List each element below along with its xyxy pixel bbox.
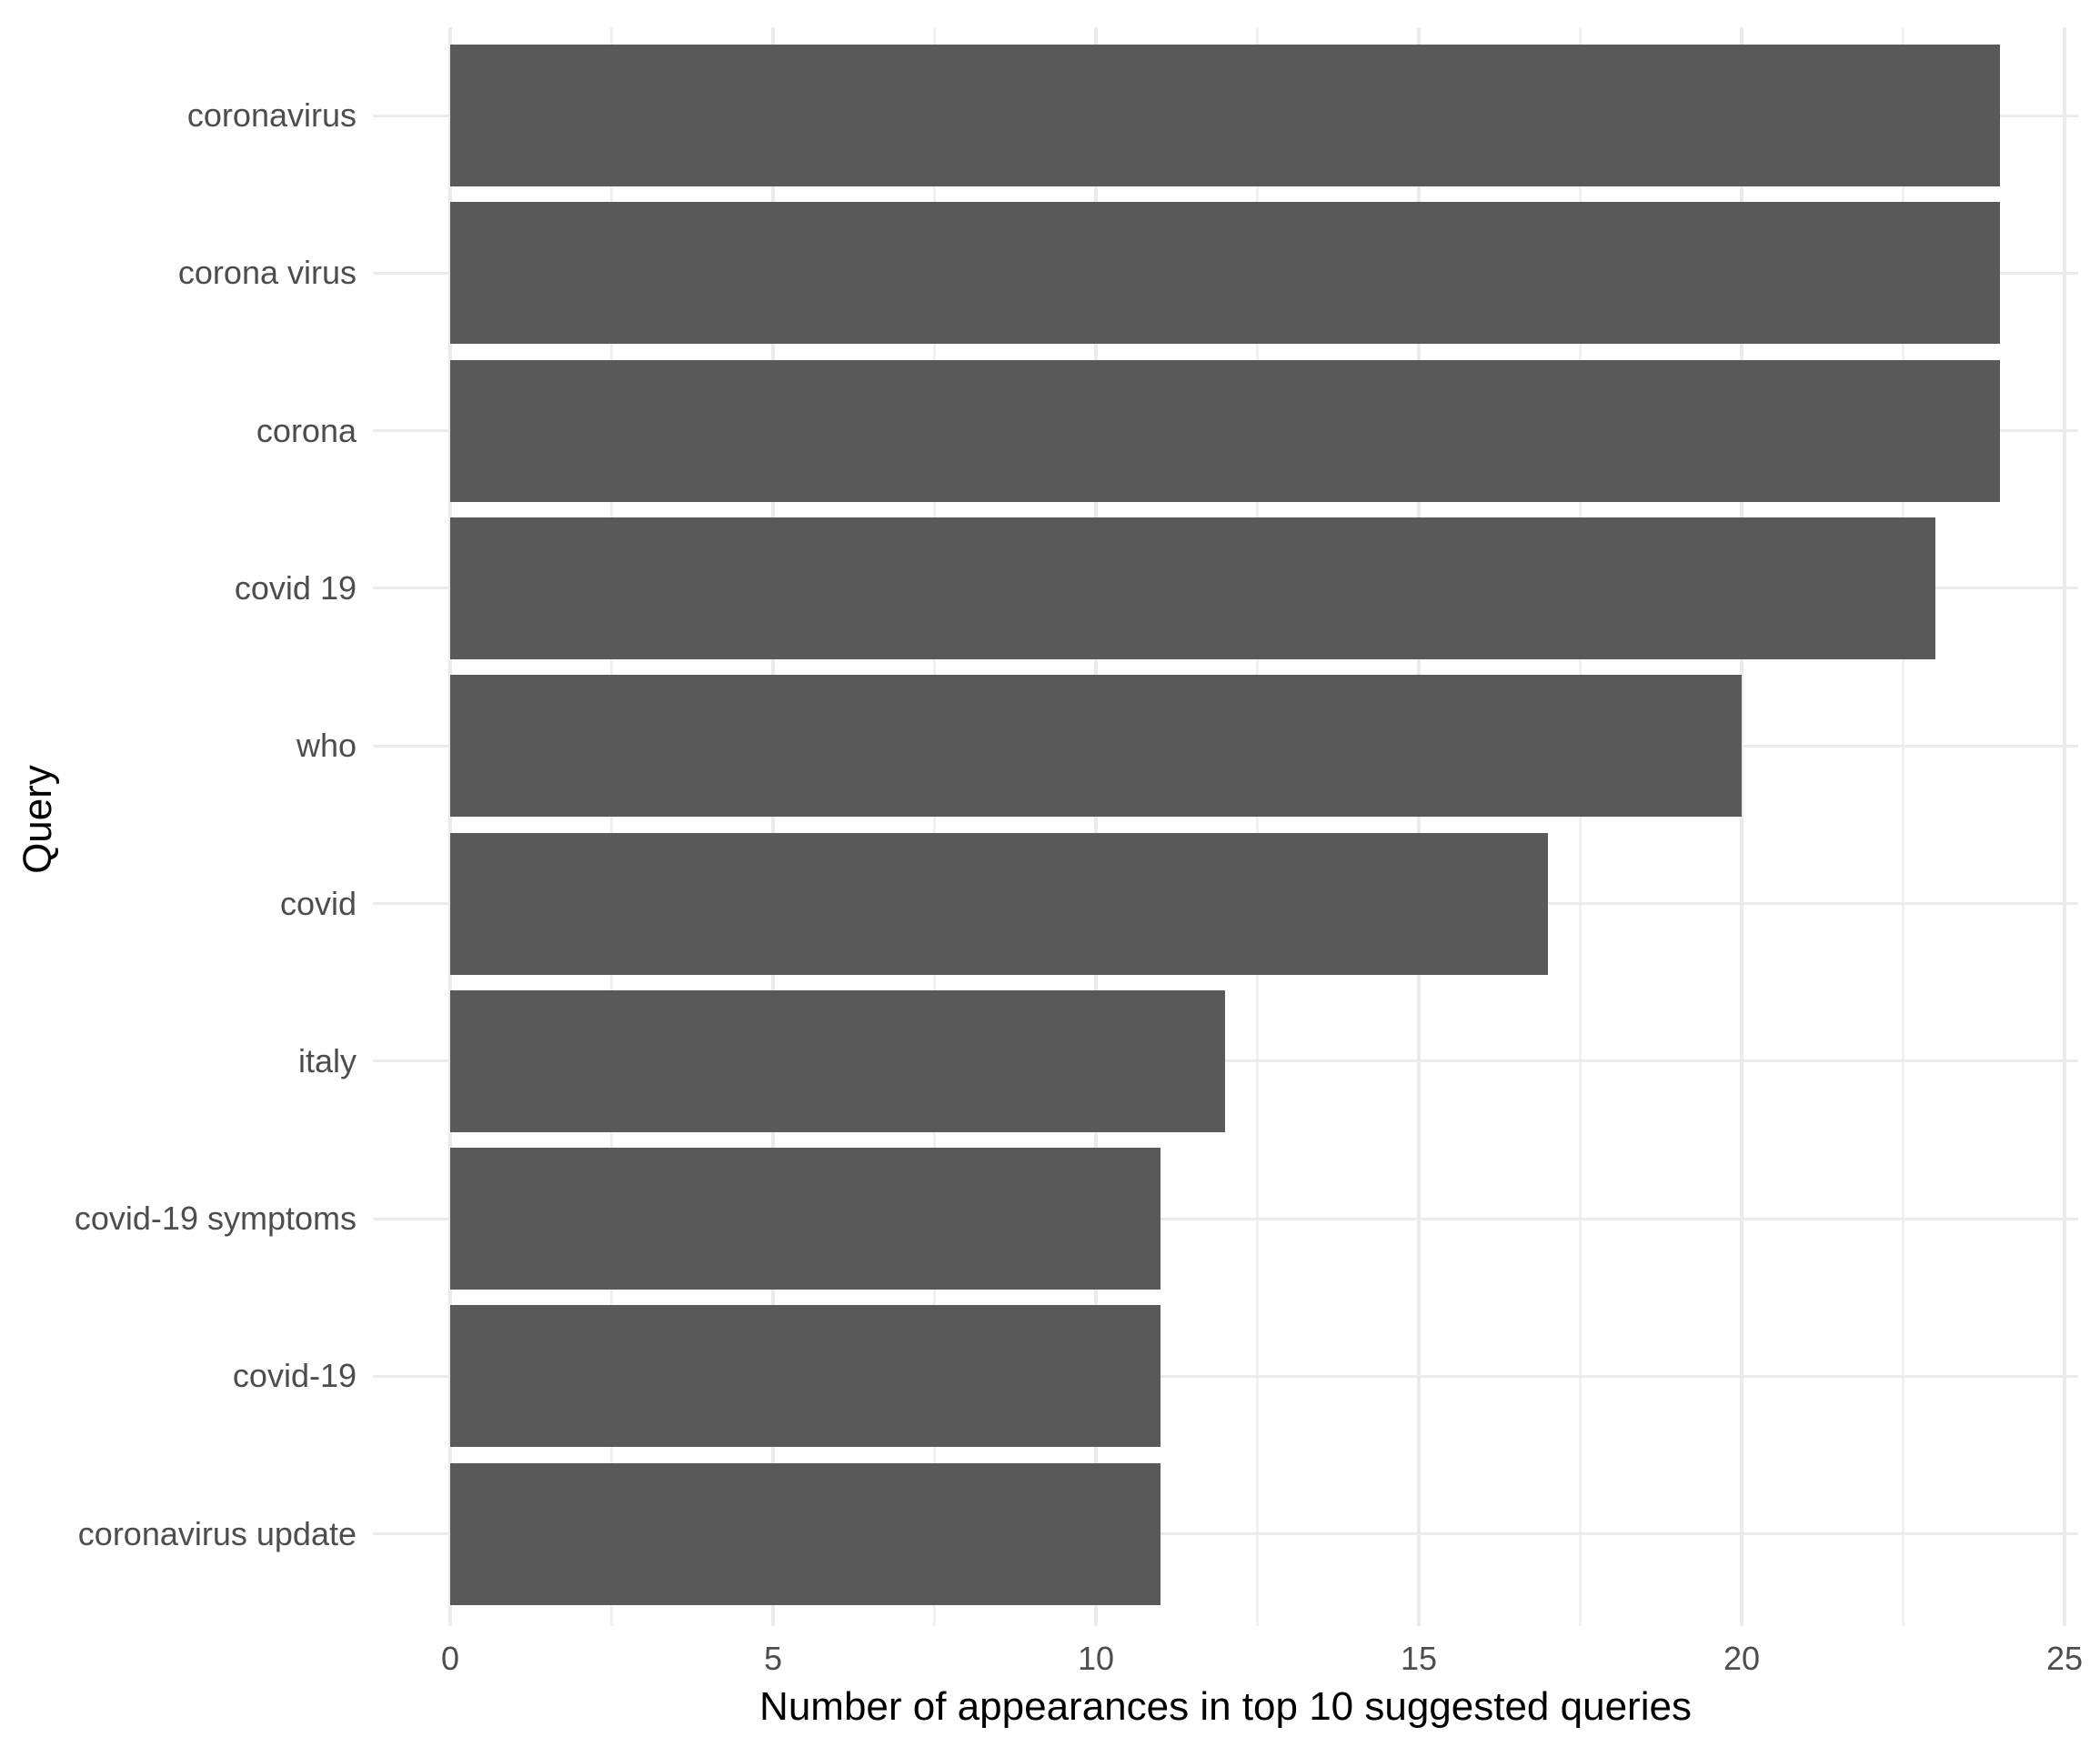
major-gridline bbox=[448, 27, 452, 1626]
bar bbox=[450, 359, 2000, 502]
category-gridline bbox=[373, 1532, 2078, 1536]
major-gridline bbox=[771, 27, 775, 1626]
x-tick-label: 25 bbox=[2045, 1640, 2084, 1677]
category-label: covid-19 bbox=[232, 1357, 357, 1395]
y-axis-title-text: Query bbox=[15, 765, 60, 874]
category-label: coronavirus bbox=[186, 96, 357, 134]
x-tick-label: 0 bbox=[440, 1640, 460, 1677]
category-label: covid-19 symptoms bbox=[74, 1200, 357, 1238]
bar bbox=[450, 675, 1742, 818]
category-label: covid bbox=[279, 884, 357, 922]
category-label: covid 19 bbox=[234, 568, 357, 607]
bar bbox=[450, 1462, 1161, 1605]
bar bbox=[450, 202, 2000, 345]
minor-gridline bbox=[610, 27, 613, 1626]
category-label: who bbox=[296, 727, 357, 765]
minor-gridline bbox=[933, 27, 936, 1626]
major-gridline bbox=[1417, 27, 1421, 1626]
x-axis-title: Number of appearances in top 10 suggeste… bbox=[759, 1684, 1692, 1729]
bar bbox=[450, 989, 1225, 1132]
category-label: corona bbox=[256, 411, 357, 449]
bar bbox=[450, 45, 2000, 186]
minor-gridline bbox=[1579, 27, 1582, 1626]
category-label: italy bbox=[297, 1041, 357, 1079]
category-gridline bbox=[373, 1217, 2078, 1220]
bar bbox=[450, 1305, 1161, 1448]
category-gridline bbox=[373, 1059, 2078, 1063]
minor-gridline bbox=[1256, 27, 1259, 1626]
x-tick-label: 20 bbox=[1723, 1640, 1761, 1677]
category-gridline bbox=[373, 1374, 2078, 1378]
bar bbox=[450, 832, 1548, 975]
category-label: coronavirus update bbox=[77, 1514, 357, 1552]
x-tick-label: 5 bbox=[763, 1640, 783, 1677]
category-label: corona virus bbox=[177, 254, 357, 292]
bar bbox=[450, 1148, 1161, 1290]
plot-panel bbox=[373, 27, 2078, 1626]
major-gridline bbox=[1740, 27, 1743, 1626]
x-tick-label: 10 bbox=[1077, 1640, 1115, 1677]
minor-gridline bbox=[1902, 27, 1904, 1626]
bar bbox=[450, 517, 1935, 659]
major-gridline bbox=[2063, 27, 2066, 1626]
x-tick-label: 15 bbox=[1400, 1640, 1438, 1677]
major-gridline bbox=[1094, 27, 1098, 1626]
